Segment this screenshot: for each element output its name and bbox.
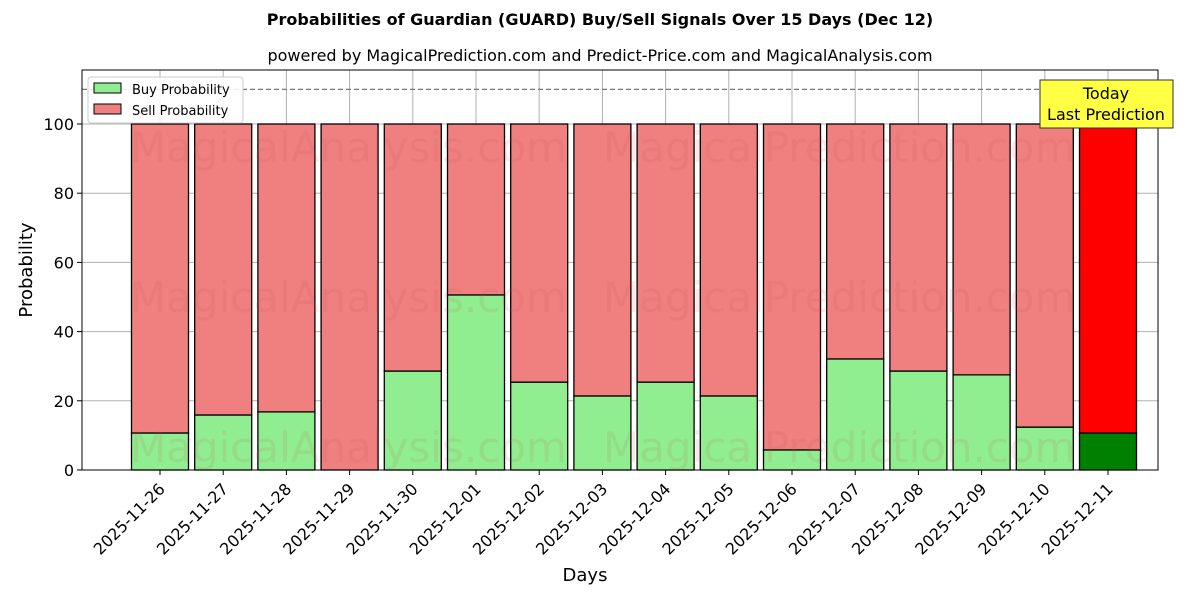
buy-bar (510, 381, 569, 471)
buy-bar (952, 374, 1011, 471)
today-annotation (1039, 79, 1174, 129)
watermark: MagicalPrediction.com (603, 423, 1076, 472)
sell-bar (952, 123, 1011, 376)
y-tick-label: 40 (54, 323, 74, 342)
axes-frame (81, 69, 1159, 471)
sell-bar (257, 123, 316, 413)
sell-bar (130, 123, 190, 434)
y-tick-label: 80 (54, 184, 74, 203)
watermark: MagicalAnalysis.com (130, 123, 567, 172)
sell-bar (573, 123, 632, 397)
sell-bar (446, 123, 506, 296)
sell-bar (320, 123, 379, 471)
y-tick-label: 60 (54, 253, 74, 272)
svg-text:Last Prediction: Last Prediction (1047, 105, 1165, 124)
sell-bar (826, 123, 885, 360)
sell-bar (194, 123, 253, 416)
buy-bar (257, 411, 316, 471)
sell-bar (636, 123, 695, 383)
y-tick-label: 20 (54, 392, 74, 411)
y-tick-label: 0 (64, 461, 74, 480)
buy-bar (383, 370, 442, 471)
buy-bar (446, 294, 506, 471)
buy-bar (636, 381, 695, 471)
watermark: MagicalAnalysis.com (130, 423, 567, 472)
legend-swatch (93, 103, 122, 115)
buy-bar (1078, 432, 1138, 471)
legend-label: Sell Probability (132, 104, 229, 119)
sell-bar (383, 123, 442, 372)
legend-swatch (93, 82, 122, 94)
buy-bar (194, 414, 253, 471)
legend-label: Buy Probability (132, 83, 230, 98)
y-tick-label: 100 (43, 115, 74, 134)
sell-bar (699, 123, 758, 397)
buy-bar (699, 395, 758, 471)
watermark: MagicalAnalysis.com (130, 273, 567, 322)
watermark: MagicalPrediction.com (603, 123, 1076, 172)
watermark: MagicalPrediction.com (603, 273, 1076, 322)
sell-bar (1078, 123, 1138, 434)
chart-title: Probabilities of Guardian (GUARD) Buy/Se… (266, 10, 934, 29)
y-axis-label: Probability (16, 222, 37, 317)
chart-subtitle: powered by MagicalPrediction.com and Pre… (267, 46, 933, 65)
sell-bar (762, 123, 822, 451)
svg-text:Today: Today (1082, 84, 1129, 103)
legend (87, 76, 244, 124)
x-axis-label: Days (563, 565, 608, 586)
sell-bar (889, 123, 948, 372)
buy-bar (1015, 426, 1074, 471)
sell-bar (510, 123, 569, 383)
